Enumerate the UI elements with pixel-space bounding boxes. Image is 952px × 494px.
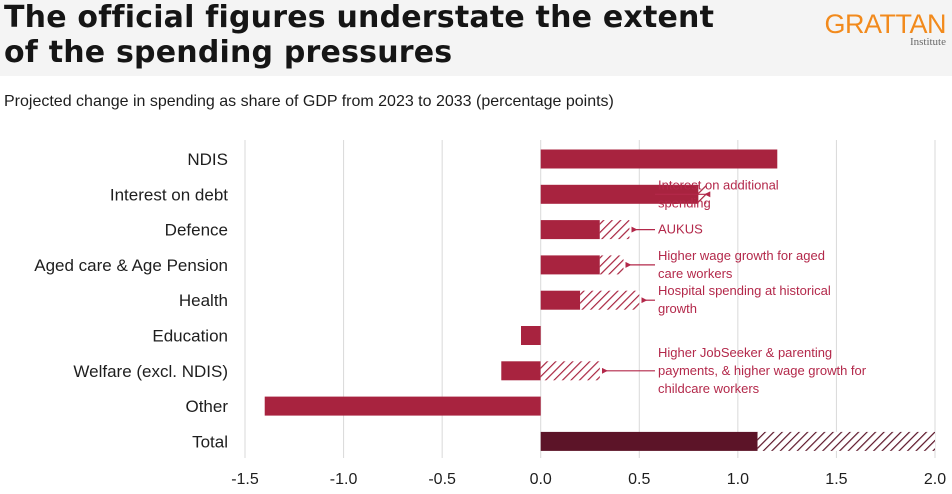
bar (540, 149, 778, 169)
hatched-bar (599, 220, 630, 240)
x-tick-label: 1.5 (825, 471, 847, 488)
annotation-text: childcare workers (658, 381, 760, 396)
bar (264, 396, 541, 416)
hatched-bar (599, 255, 624, 275)
annotation-text: payments, & higher wage growth for (658, 363, 867, 378)
annotation-text: care workers (658, 266, 733, 281)
hatched-bar (580, 290, 640, 310)
title-line-1: The official figures understate the exte… (4, 0, 715, 35)
grattan-logo: GRATTAN Institute (825, 10, 947, 48)
x-tick-label: -1.5 (231, 471, 259, 488)
logo-text: GRATTAN (824, 9, 947, 39)
bar (540, 184, 699, 204)
header-band: The official figures understate the exte… (0, 0, 952, 76)
bar (540, 431, 758, 451)
category-label: Other (185, 397, 228, 416)
x-tick-label: -0.5 (428, 471, 456, 488)
category-label: Welfare (excl. NDIS) (73, 362, 228, 381)
category-label: Aged care & Age Pension (34, 256, 228, 275)
title-line-2: of the spending pressures (4, 35, 453, 70)
category-labels: NDIS Interest on debt Defence Aged care & A… (34, 150, 228, 451)
hatched-bar (540, 361, 600, 381)
bar (521, 326, 541, 345)
hatched-bar (757, 431, 935, 451)
page-title: The official figures understate the exte… (4, 0, 714, 70)
bar (540, 290, 581, 310)
annotation-text: AUKUS (658, 222, 703, 237)
x-axis-ticks: -1.5 -1.0 -0.5 0.0 0.5 1.0 1.5 2.0 (231, 471, 946, 488)
bars (264, 149, 935, 451)
annotation-text: Hospital spending at historical (658, 283, 831, 298)
bar (501, 361, 541, 381)
annotation-text: Higher JobSeeker & parenting (658, 345, 832, 360)
annotation-text: spending (658, 195, 711, 210)
category-label: Defence (165, 221, 228, 240)
category-label: Interest on debt (110, 185, 228, 204)
category-label: Total (192, 432, 228, 451)
x-tick-label: 0.0 (530, 471, 552, 488)
annotations: Interest on additional spending AUKUS Highe… (601, 177, 867, 396)
annotation-text: growth (658, 301, 697, 316)
chart-title: Projected change in spending as share of… (4, 93, 614, 110)
logo-subtext: Institute (909, 36, 946, 48)
category-label: NDIS (187, 150, 228, 169)
annotation-text: Interest on additional (658, 177, 779, 192)
bar (540, 220, 600, 240)
x-tick-label: 2.0 (924, 471, 946, 488)
annotation-text: Higher wage growth for aged (658, 248, 825, 263)
x-tick-label: 0.5 (628, 471, 650, 488)
category-label: Health (179, 291, 228, 310)
bar (540, 255, 600, 275)
x-tick-label: 1.0 (727, 471, 749, 488)
category-label: Education (152, 327, 228, 346)
x-tick-label: -1.0 (330, 471, 358, 488)
